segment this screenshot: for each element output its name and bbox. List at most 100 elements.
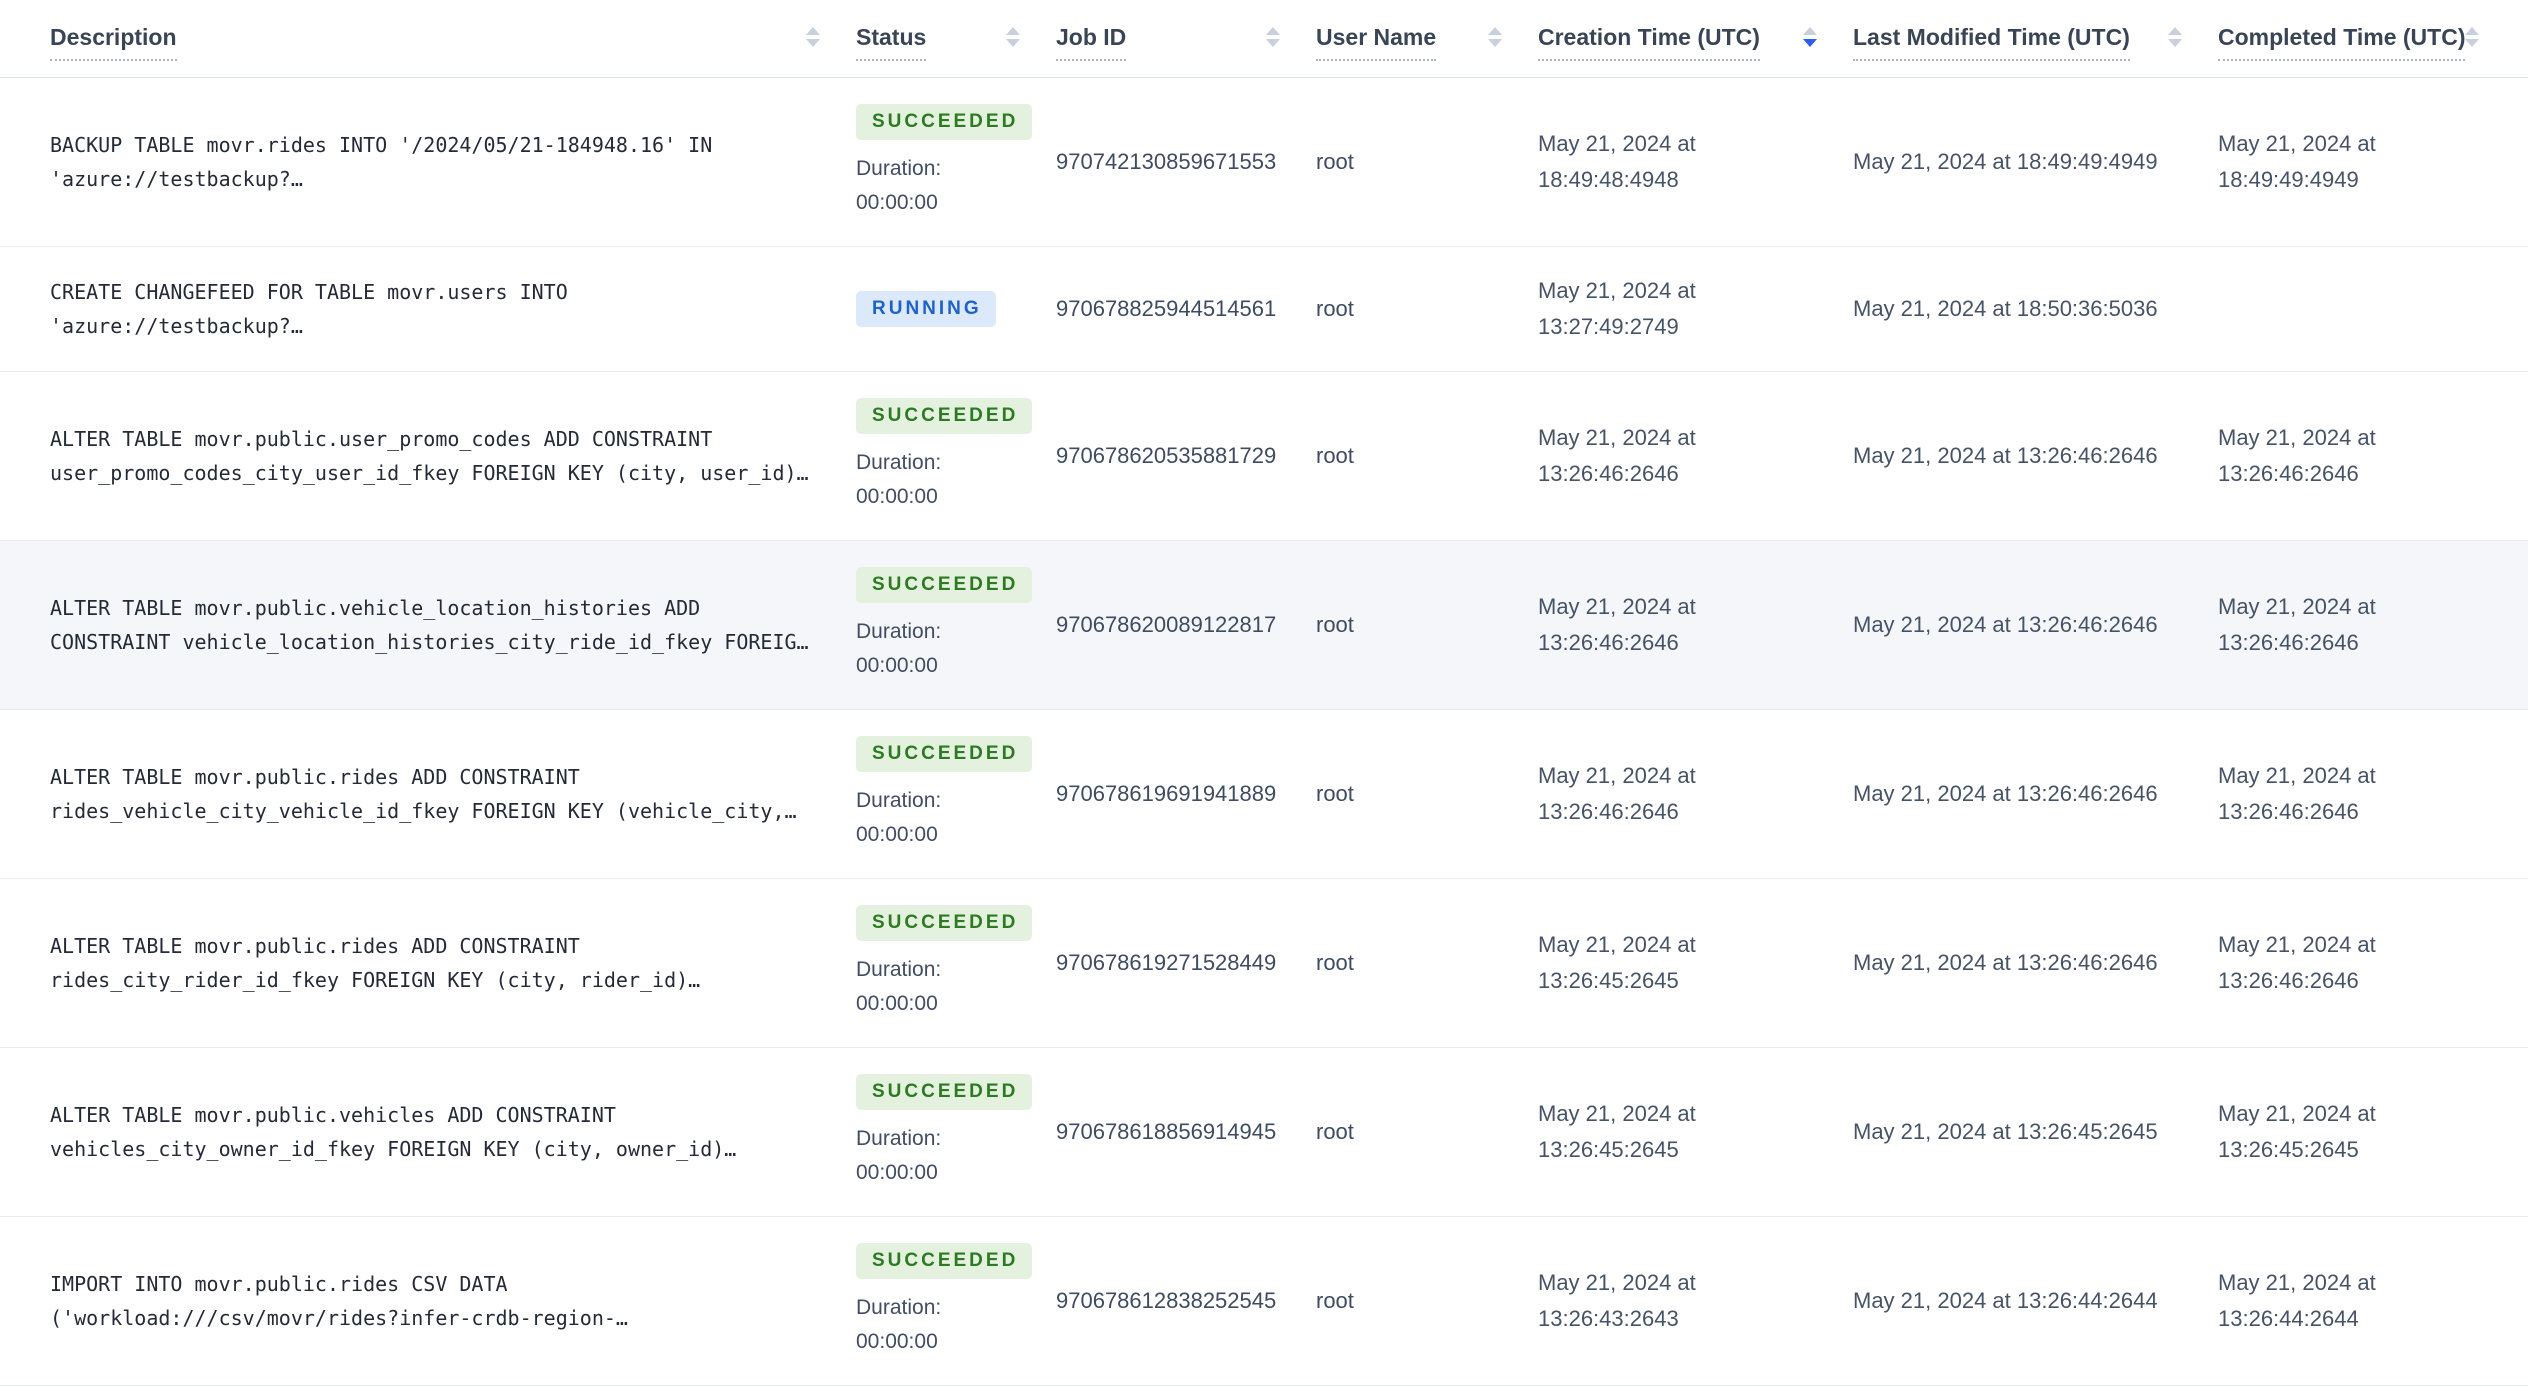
status-badge: SUCCEEDED (856, 398, 1033, 434)
user-name-cell: root (1316, 443, 1538, 469)
creation-time-value: May 21, 2024 at 13:26:43:2643 (1538, 1270, 1696, 1331)
job-description[interactable]: ALTER TABLE movr.public.vehicles ADD CON… (50, 1103, 737, 1161)
duration-label: Duration: (856, 620, 942, 643)
creation-time-value: May 21, 2024 at 13:26:46:2646 (1538, 594, 1696, 655)
duration-label: Duration: (856, 1127, 942, 1150)
creation-time-cell: May 21, 2024 at 13:26:43:2643 (1538, 1265, 1853, 1337)
duration-label: Duration: (856, 1296, 942, 1319)
column-header-last-modified-time-utc[interactable]: Last Modified Time (UTC) (1853, 24, 2218, 61)
creation-time-value: May 21, 2024 at 13:26:45:2645 (1538, 932, 1696, 993)
job-description-cell[interactable]: CREATE CHANGEFEED FOR TABLE movr.users I… (0, 275, 856, 343)
sort-carets-icon (1803, 27, 1817, 47)
modified-time-cell: May 21, 2024 at 13:26:44:2644 (1853, 1283, 2218, 1319)
column-header-user-name[interactable]: User Name (1316, 24, 1538, 61)
job-id-value: 970678620089122817 (1056, 612, 1277, 637)
job-description[interactable]: IMPORT INTO movr.public.rides CSV DATA (… (50, 1272, 628, 1330)
table-row[interactable]: ALTER TABLE movr.public.rides ADD CONSTR… (0, 879, 2528, 1048)
modified-time-cell: May 21, 2024 at 13:26:45:2645 (1853, 1114, 2218, 1150)
caret-up-icon (1488, 27, 1502, 35)
column-header-label: Creation Time (UTC) (1538, 24, 1760, 61)
job-id-value: 970678825944514561 (1056, 296, 1277, 321)
job-status-cell: RUNNING (856, 291, 1056, 327)
column-header-job-id[interactable]: Job ID (1056, 24, 1316, 61)
creation-time-value: May 21, 2024 at 13:26:45:2645 (1538, 1101, 1696, 1162)
job-description[interactable]: CREATE CHANGEFEED FOR TABLE movr.users I… (50, 280, 568, 338)
modified-time-value: May 21, 2024 at 13:26:44:2644 (1853, 1288, 2158, 1313)
job-description[interactable]: ALTER TABLE movr.public.user_promo_codes… (50, 427, 809, 485)
duration-block: Duration: 00:00:00 (856, 615, 1026, 683)
creation-time-cell: May 21, 2024 at 13:26:46:2646 (1538, 589, 1853, 661)
table-row[interactable]: CREATE CHANGEFEED FOR TABLE movr.users I… (0, 247, 2528, 372)
completed-time-value: May 21, 2024 at 13:26:44:2644 (2218, 1270, 2376, 1331)
user-name-cell: root (1316, 781, 1538, 807)
duration-value: 00:00:00 (856, 485, 938, 508)
table-row[interactable]: ALTER TABLE movr.public.user_promo_codes… (0, 372, 2528, 541)
status-badge: SUCCEEDED (856, 905, 1033, 941)
completed-time-cell: May 21, 2024 at 13:26:46:2646 (2218, 927, 2528, 999)
creation-time-cell: May 21, 2024 at 13:27:49:2749 (1538, 273, 1853, 345)
job-status-cell: SUCCEEDED Duration: 00:00:00 (856, 1243, 1056, 1359)
duration-value: 00:00:00 (856, 1161, 938, 1184)
job-description[interactable]: ALTER TABLE movr.public.rides ADD CONSTR… (50, 934, 701, 992)
job-id-cell: 970678619271528449 (1056, 950, 1316, 976)
status-badge: SUCCEEDED (856, 104, 1033, 140)
job-description[interactable]: BACKUP TABLE movr.rides INTO '/2024/05/2… (50, 133, 713, 191)
job-description-cell[interactable]: ALTER TABLE movr.public.vehicle_location… (0, 591, 856, 659)
user-name-value: root (1316, 612, 1354, 637)
job-id-cell: 970678618856914945 (1056, 1119, 1316, 1145)
user-name-cell: root (1316, 149, 1538, 175)
modified-time-value: May 21, 2024 at 13:26:45:2645 (1853, 1119, 2158, 1144)
jobs-table-body: BACKUP TABLE movr.rides INTO '/2024/05/2… (0, 78, 2528, 1386)
job-description-cell[interactable]: ALTER TABLE movr.public.vehicles ADD CON… (0, 1098, 856, 1166)
completed-time-cell: May 21, 2024 at 18:49:49:4949 (2218, 126, 2528, 198)
column-header-creation-time-utc[interactable]: Creation Time (UTC) (1538, 24, 1853, 61)
caret-up-icon (1006, 27, 1020, 35)
completed-time-value: May 21, 2024 at 13:26:45:2645 (2218, 1101, 2376, 1162)
creation-time-cell: May 21, 2024 at 13:26:45:2645 (1538, 927, 1853, 999)
duration-block: Duration: 00:00:00 (856, 953, 1026, 1021)
table-row[interactable]: ALTER TABLE movr.public.vehicles ADD CON… (0, 1048, 2528, 1217)
user-name-cell: root (1316, 1119, 1538, 1145)
job-id-cell: 970678620089122817 (1056, 612, 1316, 638)
completed-time-cell: May 21, 2024 at 13:26:46:2646 (2218, 420, 2528, 492)
table-row[interactable]: ALTER TABLE movr.public.vehicle_location… (0, 541, 2528, 710)
completed-time-cell: May 21, 2024 at 13:26:46:2646 (2218, 589, 2528, 661)
job-description-cell[interactable]: ALTER TABLE movr.public.rides ADD CONSTR… (0, 929, 856, 997)
caret-down-icon (2465, 39, 2480, 47)
modified-time-value: May 21, 2024 at 18:49:49:4949 (1853, 149, 2158, 174)
user-name-cell: root (1316, 612, 1538, 638)
caret-down-icon (806, 39, 820, 47)
status-badge: SUCCEEDED (856, 736, 1033, 772)
duration-label: Duration: (856, 958, 942, 981)
sort-carets-icon (1006, 27, 1020, 47)
creation-time-value: May 21, 2024 at 13:26:46:2646 (1538, 763, 1696, 824)
job-status-cell: SUCCEEDED Duration: 00:00:00 (856, 736, 1056, 852)
job-id-value: 970742130859671553 (1056, 149, 1277, 174)
job-id-value: 970678619271528449 (1056, 950, 1277, 975)
duration-block: Duration: 00:00:00 (856, 784, 1026, 852)
job-id-value: 970678618856914945 (1056, 1119, 1277, 1144)
job-description-cell[interactable]: ALTER TABLE movr.public.user_promo_codes… (0, 422, 856, 490)
user-name-value: root (1316, 1119, 1354, 1144)
column-header-status[interactable]: Status (856, 24, 1056, 61)
caret-up-icon (2465, 27, 2480, 35)
caret-down-icon (1266, 39, 1280, 47)
user-name-value: root (1316, 781, 1354, 806)
job-description-cell[interactable]: BACKUP TABLE movr.rides INTO '/2024/05/2… (0, 128, 856, 196)
column-header-completed-time-utc[interactable]: Completed Time (UTC) (2218, 24, 2528, 61)
job-status-cell: SUCCEEDED Duration: 00:00:00 (856, 104, 1056, 220)
job-id-value: 970678620535881729 (1056, 443, 1277, 468)
job-description-cell[interactable]: ALTER TABLE movr.public.rides ADD CONSTR… (0, 760, 856, 828)
table-row[interactable]: BACKUP TABLE movr.rides INTO '/2024/05/2… (0, 78, 2528, 247)
column-header-label: User Name (1316, 24, 1437, 61)
table-row[interactable]: IMPORT INTO movr.public.rides CSV DATA (… (0, 1217, 2528, 1386)
caret-up-icon (806, 27, 820, 35)
column-header-description[interactable]: Description (0, 24, 856, 61)
job-description[interactable]: ALTER TABLE movr.public.rides ADD CONSTR… (50, 765, 797, 823)
job-description[interactable]: ALTER TABLE movr.public.vehicle_location… (50, 596, 809, 654)
table-row[interactable]: ALTER TABLE movr.public.rides ADD CONSTR… (0, 710, 2528, 879)
job-description-cell[interactable]: IMPORT INTO movr.public.rides CSV DATA (… (0, 1267, 856, 1335)
user-name-cell: root (1316, 950, 1538, 976)
duration-label: Duration: (856, 789, 942, 812)
